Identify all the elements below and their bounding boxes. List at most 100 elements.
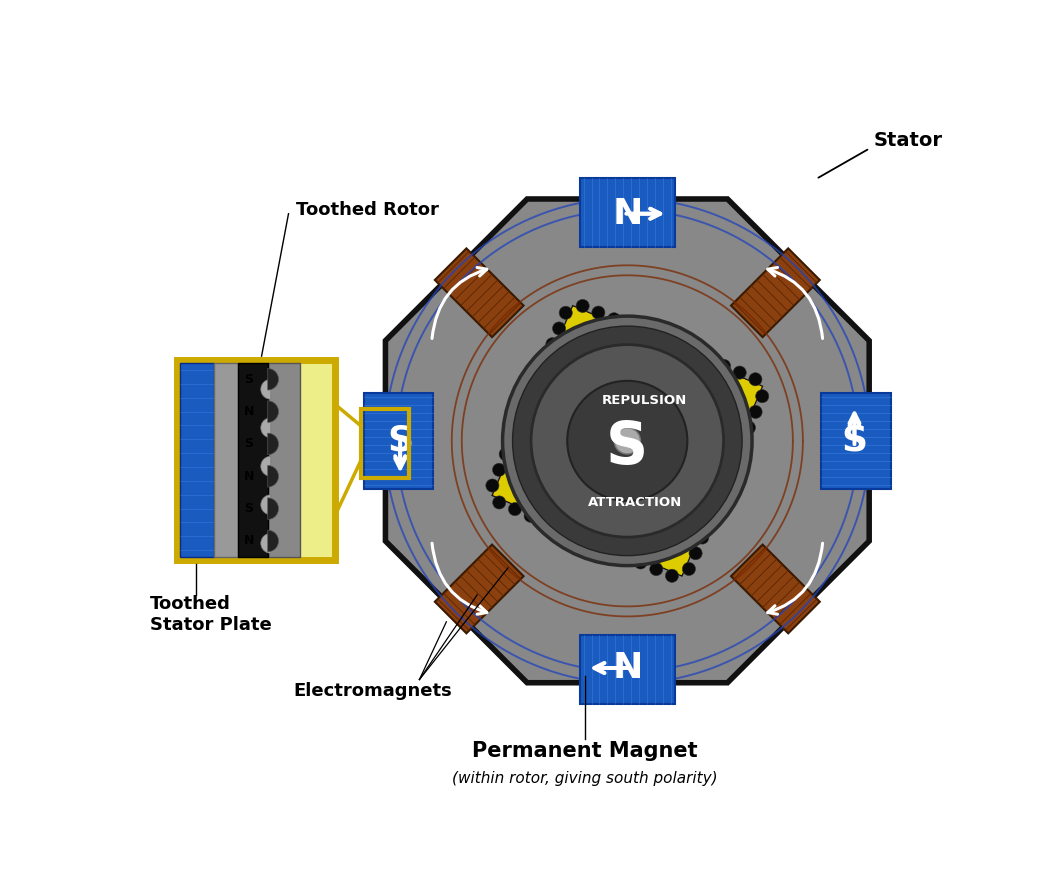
Circle shape [568, 380, 688, 501]
Text: S: S [387, 424, 414, 458]
Circle shape [485, 479, 499, 493]
Circle shape [592, 306, 605, 319]
Circle shape [493, 496, 505, 509]
Text: Stator: Stator [874, 131, 943, 150]
Circle shape [559, 306, 572, 319]
Text: S: S [244, 437, 253, 451]
Wedge shape [261, 380, 271, 399]
Wedge shape [268, 530, 279, 552]
Circle shape [509, 502, 521, 516]
Circle shape [703, 516, 715, 528]
Wedge shape [268, 498, 279, 519]
Circle shape [553, 322, 565, 335]
Polygon shape [493, 307, 762, 575]
Bar [364, 393, 434, 489]
Bar [268, 363, 300, 557]
Circle shape [525, 385, 539, 398]
Text: N: N [244, 469, 254, 483]
Circle shape [614, 428, 640, 454]
Circle shape [709, 500, 723, 513]
Polygon shape [629, 523, 704, 575]
Circle shape [499, 447, 513, 461]
Circle shape [749, 372, 762, 386]
Circle shape [689, 547, 703, 560]
Circle shape [654, 332, 668, 346]
Bar [435, 545, 523, 633]
Polygon shape [656, 347, 762, 412]
Text: N: N [612, 196, 642, 231]
Circle shape [618, 549, 632, 563]
Polygon shape [385, 199, 869, 683]
Bar [579, 635, 675, 704]
Circle shape [702, 353, 715, 366]
Wedge shape [268, 368, 279, 390]
Circle shape [576, 300, 590, 313]
Circle shape [608, 313, 620, 326]
Polygon shape [562, 307, 668, 372]
Circle shape [683, 563, 695, 575]
Text: Electromagnets: Electromagnets [294, 682, 453, 701]
Circle shape [493, 463, 505, 477]
Wedge shape [261, 456, 271, 477]
Wedge shape [261, 418, 271, 437]
Bar [238, 363, 268, 557]
Circle shape [695, 531, 709, 544]
Circle shape [733, 366, 746, 380]
Polygon shape [696, 376, 762, 481]
Bar [731, 248, 820, 337]
Bar [731, 545, 820, 633]
Wedge shape [261, 533, 271, 553]
Circle shape [686, 346, 699, 359]
Circle shape [743, 421, 755, 434]
Circle shape [650, 563, 663, 576]
Circle shape [539, 353, 553, 366]
Polygon shape [493, 401, 558, 506]
Text: S: S [607, 419, 649, 476]
Text: Toothed Rotor: Toothed Rotor [296, 201, 439, 219]
Polygon shape [493, 469, 598, 535]
Circle shape [715, 484, 729, 497]
Text: S: S [842, 424, 867, 458]
Circle shape [545, 338, 559, 351]
Wedge shape [268, 433, 279, 454]
Wedge shape [268, 466, 279, 487]
Circle shape [513, 326, 742, 556]
Circle shape [755, 389, 769, 403]
Circle shape [666, 569, 678, 582]
Circle shape [735, 436, 749, 450]
Circle shape [505, 432, 519, 445]
Text: (within rotor, giving south polarity): (within rotor, giving south polarity) [453, 772, 717, 787]
Text: REPULSION: REPULSION [601, 395, 687, 407]
Polygon shape [709, 364, 762, 439]
Text: N: N [612, 651, 642, 685]
Polygon shape [533, 307, 598, 412]
Circle shape [540, 516, 553, 529]
Circle shape [519, 400, 533, 413]
Circle shape [670, 340, 684, 353]
Polygon shape [551, 307, 626, 359]
Circle shape [634, 556, 647, 569]
Bar [214, 363, 238, 557]
Text: ATTRACTION: ATTRACTION [588, 496, 683, 509]
Circle shape [531, 345, 724, 537]
Circle shape [571, 529, 584, 542]
Circle shape [524, 509, 537, 523]
Bar [579, 178, 675, 247]
Circle shape [723, 469, 735, 481]
Polygon shape [656, 470, 722, 575]
Circle shape [556, 523, 569, 536]
Wedge shape [261, 495, 271, 515]
Bar [180, 363, 214, 557]
Text: S: S [244, 502, 253, 515]
Circle shape [639, 326, 652, 340]
Bar [435, 248, 523, 337]
Polygon shape [588, 509, 692, 575]
Bar [177, 360, 334, 560]
Circle shape [602, 542, 616, 556]
Text: Permanent Magnet: Permanent Magnet [473, 741, 697, 761]
Text: N: N [244, 405, 254, 418]
Text: Toothed
Stator Plate: Toothed Stator Plate [150, 595, 272, 634]
Circle shape [717, 359, 730, 372]
Polygon shape [493, 443, 545, 517]
Circle shape [624, 319, 636, 332]
